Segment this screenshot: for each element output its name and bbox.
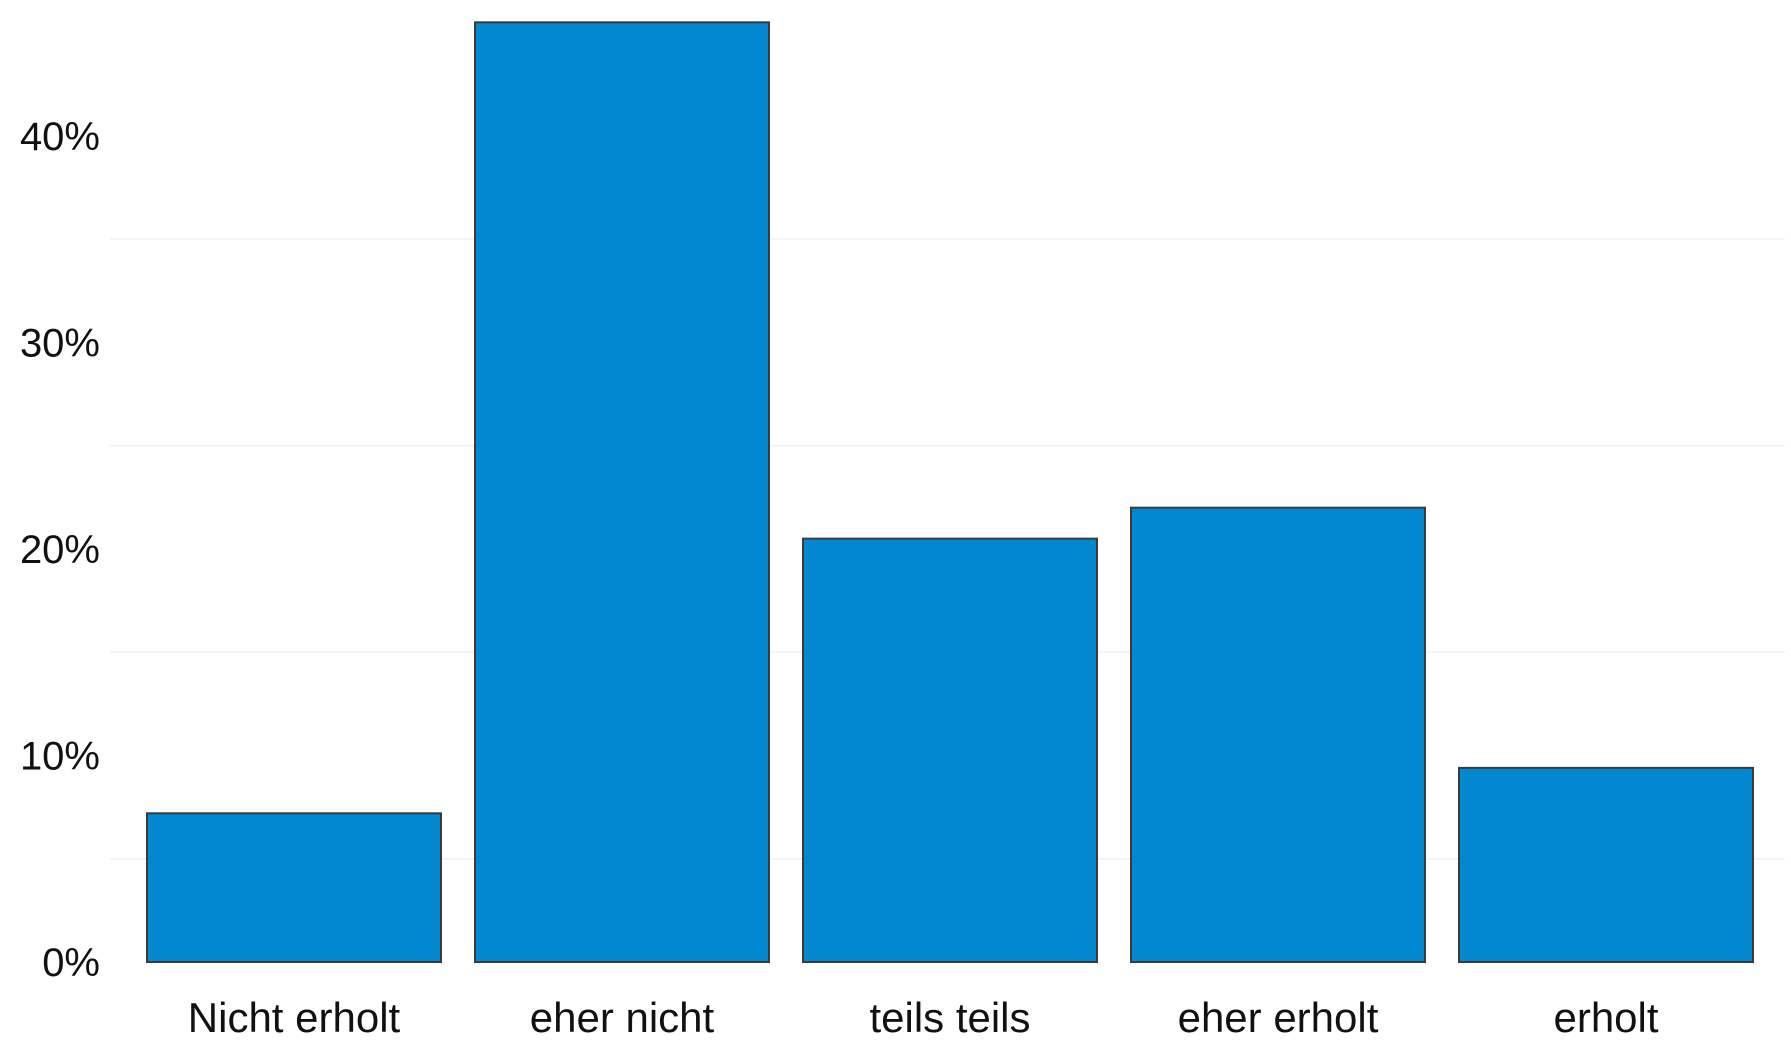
bar-3 [1130, 506, 1426, 963]
y-axis-ticks: 0% 10% 20% 30% 40% [20, 115, 100, 985]
bars [146, 21, 1754, 963]
bar-4 [1458, 766, 1754, 963]
bar-1 [474, 21, 770, 963]
x-category-label-4: erholt [1553, 994, 1658, 1041]
x-axis-labels: Nicht erholt eher nicht teils teils eher er… [188, 994, 1659, 1041]
y-tick-label-3: 30% [20, 321, 100, 365]
bar-2 [802, 537, 1098, 963]
y-tick-label-2: 20% [20, 528, 100, 572]
x-category-label-2: teils teils [869, 994, 1030, 1041]
bar-0 [146, 812, 442, 963]
x-category-label-0: Nicht erholt [188, 994, 401, 1041]
y-tick-label-1: 10% [20, 734, 100, 778]
x-category-label-3: eher erholt [1178, 994, 1379, 1041]
x-category-label-1: eher nicht [530, 994, 715, 1041]
y-tick-label-4: 40% [20, 115, 100, 159]
y-tick-label-0: 0% [42, 941, 100, 985]
